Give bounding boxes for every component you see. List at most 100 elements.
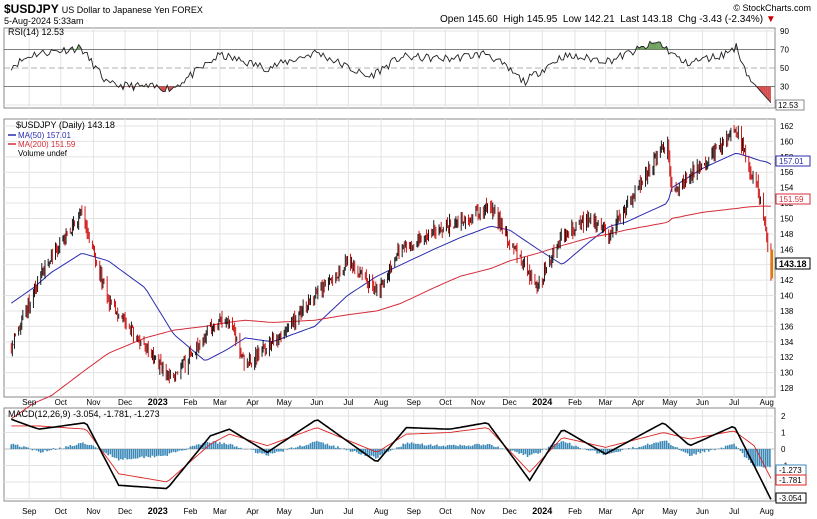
x-axis-label: Sep (407, 398, 422, 407)
x-axis-label: Mar (213, 398, 227, 407)
macd-legend: MACD(12,26,9) -3.054, -1.781, -1.273 (8, 409, 160, 419)
x-axis-label: Jul (729, 507, 739, 516)
rsi-oversold-fill (769, 86, 771, 103)
rsi-tick-label: 70 (780, 46, 789, 55)
macd-tick-label: 0 (781, 445, 786, 454)
x-axis-label: Feb (183, 398, 197, 407)
svg-text:-1.273: -1.273 (779, 466, 802, 475)
macd-tick-label: 2 (781, 412, 786, 421)
rsi-tick-label: 50 (780, 64, 789, 73)
svg-text:12.53: 12.53 (778, 101, 799, 110)
open-label: Open (440, 14, 465, 25)
macd-tick-label: 1 (781, 429, 786, 438)
ma50-tag: 157.01 (775, 155, 811, 167)
price-tick-label: 156 (780, 168, 794, 177)
x-axis-label: Nov (471, 507, 485, 516)
x-axis-label: Mar (599, 398, 613, 407)
x-axis-label: Jun (310, 398, 323, 407)
macd-line (11, 418, 772, 500)
x-axis-label: Oct (55, 507, 68, 516)
x-axis-label: Oct (439, 507, 452, 516)
x-axis-label: Sep (407, 507, 422, 516)
x-axis-label: Sep (22, 507, 37, 516)
rsi-last-tag: 12.53 (775, 99, 805, 111)
price-tick-label: 160 (780, 137, 794, 146)
price-tick-label: 136 (780, 322, 794, 331)
x-axis-label: May (662, 507, 677, 516)
price-tick-label: 148 (780, 230, 794, 239)
x-axis-label: 2023 (148, 397, 168, 407)
ma200-line (11, 205, 771, 420)
x-axis-label: 2023 (148, 506, 168, 516)
x-axis-label: Jul (343, 398, 353, 407)
x-axis-label: Oct (439, 398, 452, 407)
x-axis-label: May (662, 398, 677, 407)
x-axis-label: Jul (729, 398, 739, 407)
macd-line-tag: -3.054 (775, 492, 807, 504)
symbol-name: US Dollar to Japanese Yen FOREX (61, 5, 203, 15)
ma50-line (11, 152, 772, 361)
x-axis-label: Sep (22, 398, 37, 407)
x-axis-label: Dec (503, 398, 517, 407)
macd-signal-line (11, 425, 772, 483)
x-axis-label: Apr (632, 507, 645, 516)
x-axis-label: Feb (568, 507, 582, 516)
x-axis-label: Mar (213, 507, 227, 516)
low-value: 142.21 (584, 14, 615, 25)
chg-label: Chg (678, 14, 697, 25)
x-axis-label: Aug (374, 507, 388, 516)
rsi-overbought-fill (653, 42, 657, 50)
rsi-overbought-fill (651, 43, 654, 50)
x-axis-label: Mar (599, 507, 613, 516)
brand-label: © StockCharts.com (733, 3, 811, 13)
ma200-legend: MA(200) 151.59 (18, 140, 76, 149)
x-axis-label: Jun (696, 398, 709, 407)
macd-panel-frame (3, 407, 776, 502)
svg-text:-3.054: -3.054 (779, 494, 802, 503)
x-axis-label: Dec (503, 507, 517, 516)
rsi-overbought-fill (656, 42, 659, 50)
low-label: Low (562, 14, 582, 25)
svg-text:151.59: 151.59 (779, 195, 804, 204)
price-tick-label: 134 (780, 338, 794, 347)
chart-date: 5-Aug-2024 5:33am (4, 16, 84, 26)
chart-header-title: $USDJPY US Dollar to Japanese Yen FOREX (4, 2, 203, 16)
x-axis-label: Dec (118, 398, 132, 407)
x-axis-label: Feb (183, 507, 197, 516)
rsi-oversold-fill (759, 86, 762, 93)
x-axis-label: Nov (86, 398, 100, 407)
ohlc-readout: Open 145.60 High 145.95 Low 142.21 Last … (440, 14, 776, 25)
x-axis-label: Aug (374, 398, 388, 407)
rsi-oversold-fill (767, 86, 770, 102)
price-tick-label: 150 (780, 214, 794, 223)
macd-signal-tag: -1.781 (775, 474, 807, 486)
volume-legend: Volume undef (18, 149, 68, 158)
price-tick-label: 132 (780, 353, 794, 362)
price-tick-label: 140 (780, 292, 794, 301)
x-axis-label: Apr (246, 398, 259, 407)
price-tick-label: 146 (780, 245, 794, 254)
x-axis-label: Oct (55, 398, 68, 407)
last-value: 143.18 (641, 14, 673, 25)
rsi-oversold-fill (162, 86, 166, 92)
x-axis-label: Jun (696, 507, 709, 516)
last-candle (770, 249, 774, 279)
macd-hist-tag: -1.273 (775, 464, 807, 476)
ma200-tag: 151.59 (775, 193, 811, 205)
high-value: 145.95 (526, 14, 558, 25)
rsi-tick-label: 30 (780, 83, 789, 92)
svg-text:-1.781: -1.781 (779, 476, 802, 485)
x-axis-label: May (277, 398, 292, 407)
price-tick-label: 142 (780, 276, 794, 285)
chg-value: -3.43 (-2.34%) (699, 14, 764, 25)
rsi-line (10, 40, 772, 103)
x-axis-label: Aug (760, 507, 774, 516)
rsi-overbought-fill (641, 46, 644, 50)
x-axis-label: Jul (343, 507, 353, 516)
high-label: High (503, 14, 524, 25)
price-legend: $USDJPY (Daily) 143.18 (16, 120, 115, 130)
price-tick-label: 162 (780, 122, 794, 131)
x-axis-label: Jun (310, 507, 323, 516)
price-tick-label: 138 (780, 307, 794, 316)
